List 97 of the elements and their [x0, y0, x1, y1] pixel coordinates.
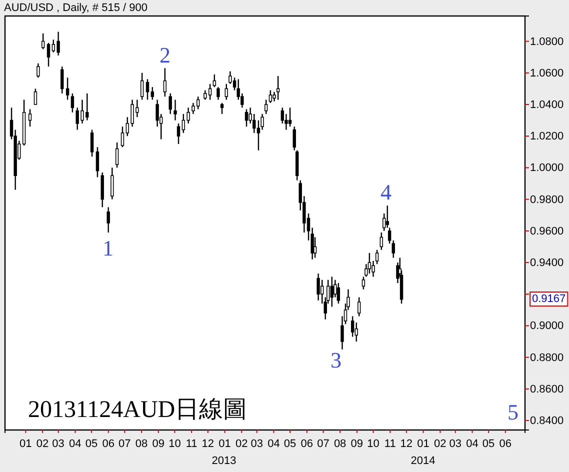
candlestick — [350, 316, 354, 338]
candlestick — [362, 276, 366, 290]
y-tick-label: 0.9400 — [530, 257, 564, 270]
candlestick — [36, 62, 40, 78]
x-tick-label: 11 — [186, 438, 198, 450]
candlestick — [163, 68, 167, 98]
candlestick — [392, 240, 395, 258]
candlestick — [288, 107, 292, 128]
candlestick — [174, 99, 177, 121]
x-tick-label: 12 — [202, 438, 214, 450]
text: 0.9167 — [532, 293, 566, 305]
y-tick-label: 1.0200 — [530, 130, 564, 143]
x-tick-label: 03 — [449, 438, 462, 450]
candlestick — [295, 150, 299, 181]
x-tick-label: 06 — [300, 438, 314, 450]
x-tick-label: 06 — [499, 438, 512, 450]
x-tick-label: 03 — [52, 438, 64, 450]
candlestick — [100, 172, 104, 208]
x-tick-label: 10 — [168, 438, 181, 450]
candlestick — [212, 74, 216, 88]
candlestick — [264, 99, 268, 115]
candlestick — [66, 77, 70, 100]
annotation: 5 — [508, 400, 518, 424]
y-tick-label: 0.8600 — [530, 383, 564, 396]
candlestick — [292, 126, 296, 151]
x-tick-label: 04 — [466, 438, 478, 450]
candlestick — [176, 122, 180, 145]
x-tick-label: 09 — [152, 438, 165, 450]
y-tick-label: 1.0800 — [530, 36, 564, 48]
candlestick — [140, 72, 144, 100]
x-tick-label: 05 — [85, 438, 98, 450]
x-tick-label: 02 — [434, 438, 446, 450]
y-tick-label: 0.9000 — [530, 320, 564, 332]
x-tick-label: 07 — [118, 438, 131, 450]
candlestick — [386, 205, 389, 228]
x-tick-label: 09 — [350, 438, 364, 450]
text: 2013 — [212, 455, 236, 467]
candlestick — [34, 88, 38, 106]
y-tick-label: 0.9600 — [530, 225, 564, 238]
text: 2014 — [410, 455, 436, 467]
candlestick — [388, 227, 392, 244]
x-tick-label: 01 — [417, 438, 430, 450]
y-tick-label: 0.9800 — [530, 194, 564, 206]
y-tick-label: 1.0400 — [530, 99, 564, 112]
x-tick-label: 03 — [250, 438, 263, 450]
x-tick-label: 06 — [102, 438, 114, 450]
candlestick — [90, 129, 94, 158]
x-tick-label: 05 — [482, 438, 495, 450]
x-tick-label: 08 — [334, 438, 346, 450]
x-tick-label: 01 — [20, 438, 32, 450]
x-tick-label: 01 — [218, 438, 231, 450]
annotation: 2 — [160, 42, 170, 68]
candlestick — [354, 322, 358, 342]
annotation: 4 — [380, 180, 392, 204]
chart-title: AUD/USD , Daily, # 515 / 900 — [4, 2, 148, 14]
candlestick — [224, 83, 228, 100]
x-tick-label: 04 — [268, 438, 280, 450]
x-tick-label: 04 — [69, 438, 82, 450]
y-tick-label: 0.8800 — [530, 352, 564, 364]
candlestick — [316, 272, 320, 302]
candlestick — [150, 86, 154, 100]
annotation: 20131124AUD日線圖 — [28, 397, 248, 423]
candlestick — [168, 92, 172, 115]
candlestick — [46, 42, 50, 68]
x-tick-label: 02 — [235, 438, 248, 450]
x-tick-label: 05 — [284, 438, 296, 450]
y-tick-label: 1.0600 — [530, 67, 564, 80]
candlestick — [220, 102, 224, 115]
candlestick — [96, 146, 100, 178]
candlestick — [336, 282, 340, 304]
candlestick — [115, 142, 119, 168]
x-tick-label: 08 — [135, 438, 148, 450]
y-tick-label: 0.8400 — [530, 415, 564, 428]
candlestick — [120, 126, 124, 148]
candlestick — [368, 252, 372, 274]
candlestick — [28, 108, 32, 128]
candlestick — [70, 92, 74, 113]
candlestick — [330, 276, 334, 308]
candlestick — [380, 232, 383, 250]
candlestick — [244, 108, 248, 128]
candlestick — [110, 167, 114, 200]
candlestick — [216, 86, 220, 100]
annotation: 1 — [102, 236, 114, 260]
annotation: 3 — [330, 348, 342, 372]
candlestick — [106, 206, 110, 234]
y-tick-label: 1.0000 — [530, 162, 564, 174]
x-tick-label: 11 — [384, 438, 396, 450]
candlestick — [268, 90, 272, 104]
x-tick-label: 12 — [400, 438, 413, 450]
candlestick — [41, 32, 45, 50]
candlestick — [60, 66, 64, 94]
x-tick-label: 10 — [367, 438, 380, 450]
candlestick — [358, 296, 361, 317]
candlestick — [146, 78, 150, 100]
x-tick-label: 02 — [36, 438, 49, 450]
x-tick-label: 07 — [317, 438, 330, 450]
candlestick — [228, 70, 232, 85]
